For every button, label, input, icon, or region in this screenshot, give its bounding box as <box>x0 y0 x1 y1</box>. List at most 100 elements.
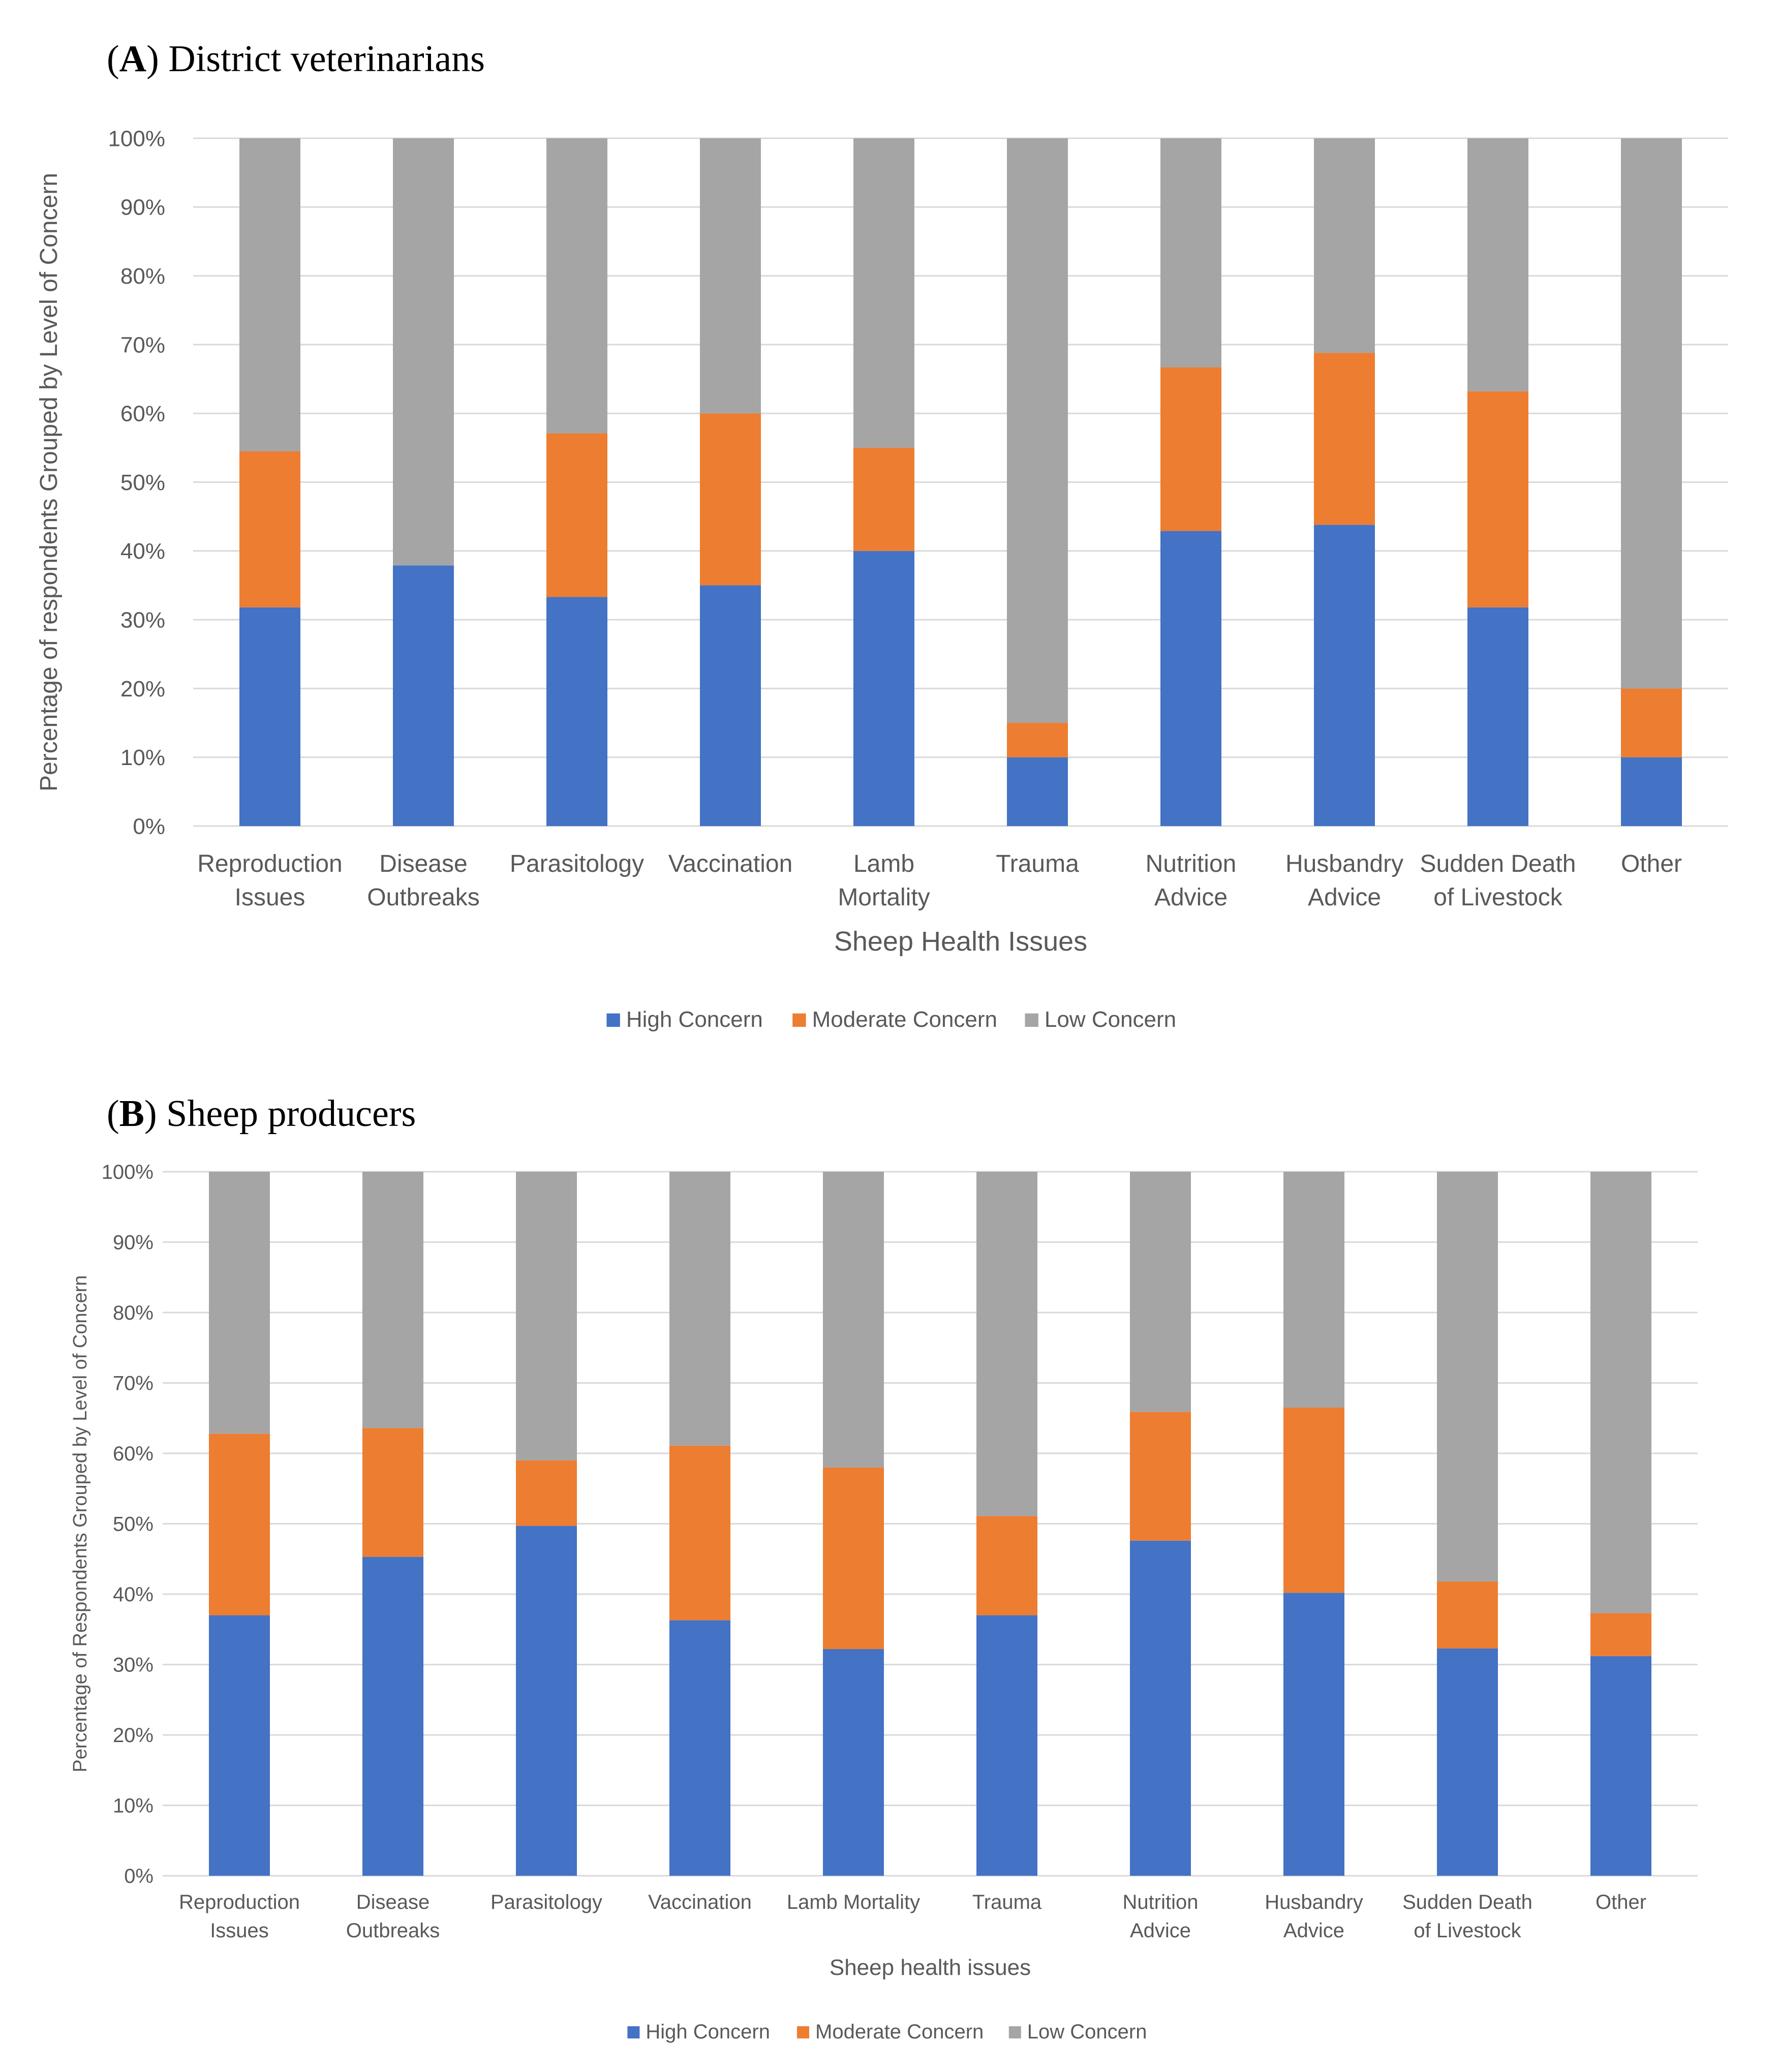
legend-swatch-low <box>1025 1013 1038 1027</box>
x-tick-label-line: Advice <box>1130 1919 1191 1942</box>
y-tick-label: 100% <box>108 126 165 151</box>
bar-high-concern <box>1467 607 1528 826</box>
panel-b-title: (B) Sheep producers <box>107 1093 416 1135</box>
y-tick-label: 60% <box>113 1443 154 1465</box>
bar-high-concern <box>669 1620 730 1876</box>
x-tick-label: Lamb Mortality <box>838 850 930 911</box>
legend: High Concern Moderate Concern Low Concern <box>627 2021 1147 2043</box>
x-tick-label-line: Nutrition <box>1123 1891 1199 1913</box>
legend-label-high: High Concern <box>626 1007 763 1032</box>
x-tick-label: Other <box>1596 1891 1646 1913</box>
y-tick-label: 40% <box>113 1583 154 1606</box>
x-tick-label-line: of Livestock <box>1433 884 1562 911</box>
x-tick-label: Husbandry Advice <box>1285 850 1403 911</box>
x-tick-label-line: Nutrition <box>1146 850 1237 877</box>
x-tick-label-line: Other <box>1596 1891 1646 1913</box>
y-axis-title: Percentage of respondents Grouped by Lev… <box>36 173 63 791</box>
x-tick-label: Parasitology <box>510 850 644 877</box>
bar-low-concern <box>1160 138 1221 368</box>
bar-high-concern <box>516 1526 577 1876</box>
bar-high-concern <box>1590 1656 1651 1876</box>
bar-low-concern <box>669 1172 730 1446</box>
x-tick-label-line: Lamb Mortality <box>787 1891 920 1913</box>
y-tick-label: 90% <box>113 1232 154 1254</box>
y-tick-label: 10% <box>113 1795 154 1817</box>
y-tick-label: 20% <box>120 677 165 702</box>
bar-high-concern <box>1160 531 1221 826</box>
x-tick-label: Sudden Death of Livestock <box>1420 850 1576 911</box>
x-tick-label-line: Outbreaks <box>346 1919 440 1942</box>
bar-low-concern <box>362 1172 423 1428</box>
legend-label-low: Low Concern <box>1045 1007 1176 1032</box>
x-tick-label: Reproduction Issues <box>179 1891 300 1942</box>
bar-high-concern <box>700 585 761 826</box>
bar-moderate-concern <box>823 1467 884 1650</box>
bar-low-concern <box>239 138 300 451</box>
y-tick-label: 50% <box>120 470 165 495</box>
bar-moderate-concern <box>1130 1412 1191 1541</box>
y-tick-label: 60% <box>120 402 165 426</box>
y-tick-label: 40% <box>120 539 165 564</box>
x-tick-label-line: of Livestock <box>1414 1919 1521 1942</box>
bar-moderate-concern <box>1590 1613 1651 1656</box>
x-tick-label-line: Sudden Death <box>1402 1891 1532 1913</box>
bar-low-concern <box>393 138 454 566</box>
x-tick-label: Trauma <box>996 850 1079 877</box>
panel-b-title-text: Sheep producers <box>166 1093 416 1135</box>
x-tick-label-line: Issues <box>235 884 305 911</box>
y-tick-label: 30% <box>113 1654 154 1677</box>
x-tick-label-line: Reproduction <box>179 1891 300 1913</box>
x-tick-label-line: Parasitology <box>510 850 644 877</box>
x-tick-label-line: Vaccination <box>668 850 793 877</box>
x-tick-label-line: Reproduction <box>197 850 343 877</box>
x-tick-label: Parasitology <box>490 1891 602 1913</box>
y-tick-label: 80% <box>113 1302 154 1324</box>
y-tick-label: 20% <box>113 1724 154 1747</box>
panel-a-title-text: District veterinarians <box>168 38 485 80</box>
bar-high-concern <box>1283 1593 1344 1876</box>
x-tick-label-line: Trauma <box>972 1891 1042 1913</box>
bar-moderate-concern <box>546 433 607 597</box>
bar-high-concern <box>1437 1648 1498 1876</box>
bar-low-concern <box>1283 1172 1344 1408</box>
x-tick-label-line: Disease <box>379 850 467 877</box>
y-tick-label: 70% <box>113 1373 154 1395</box>
bar-low-concern <box>700 138 761 414</box>
bar-low-concern <box>823 1172 884 1468</box>
bar-low-concern <box>546 138 607 434</box>
x-tick-label-line: Parasitology <box>490 1891 602 1913</box>
y-tick-label: 50% <box>113 1513 154 1536</box>
x-tick-label-line: Husbandry <box>1265 1891 1363 1913</box>
x-tick-label: Disease Outbreaks <box>346 1891 440 1942</box>
y-tick-label: 70% <box>120 332 165 357</box>
bar-low-concern <box>976 1172 1037 1516</box>
x-tick-label: Vaccination <box>668 850 793 877</box>
x-tick-label: Sudden Death of Livestock <box>1402 1891 1532 1942</box>
x-tick-label: Reproduction Issues <box>197 850 343 911</box>
legend-swatch-moderate <box>792 1013 806 1027</box>
bar-moderate-concern <box>1283 1407 1344 1593</box>
bar-low-concern <box>209 1172 270 1434</box>
x-tick-label-line: Advice <box>1154 884 1228 911</box>
panel-a-title: (A) District veterinarians <box>107 38 485 80</box>
bar-high-concern <box>853 551 914 826</box>
bar-high-concern <box>362 1557 423 1876</box>
x-tick-label: Nutrition Advice <box>1123 1891 1199 1942</box>
x-tick-label-line: Mortality <box>838 884 930 911</box>
bar-moderate-concern <box>362 1428 423 1557</box>
bar-moderate-concern <box>1314 353 1375 525</box>
legend-label-moderate: Moderate Concern <box>812 1007 997 1032</box>
bar-high-concern <box>976 1615 1037 1876</box>
x-tick-label-line: Advice <box>1283 1919 1344 1942</box>
x-tick-label-line: Advice <box>1308 884 1381 911</box>
legend: High Concern Moderate Concern Low Concern <box>606 1007 1176 1032</box>
bar-moderate-concern <box>516 1460 577 1526</box>
panel-b-letter: B <box>119 1093 144 1135</box>
bar-moderate-concern <box>1007 723 1068 757</box>
bar-low-concern <box>1130 1172 1191 1412</box>
legend-swatch-high <box>627 2026 640 2038</box>
bar-moderate-concern <box>700 413 761 586</box>
y-tick-label: 100% <box>102 1161 154 1183</box>
bar-high-concern <box>209 1615 270 1876</box>
